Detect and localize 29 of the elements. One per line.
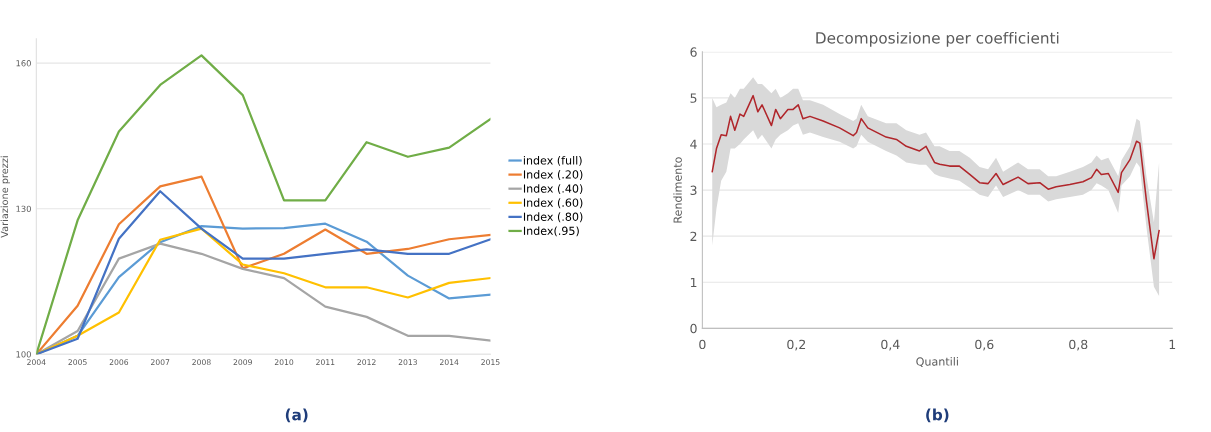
legend-label: Index (.40) (523, 184, 583, 195)
x-tick-label: 0,2 (787, 339, 806, 351)
x-tick-label: 1 (1169, 339, 1176, 349)
y-axis-title: Variazione prezzi (0, 156, 11, 238)
chart-title: Decomposizione per coefficienti (816, 31, 1059, 47)
y-tick-label: 3 (690, 185, 697, 196)
legend-label: Index (.80) (523, 212, 583, 223)
y-tick-label: 5 (690, 93, 697, 103)
text: (b) (926, 408, 949, 423)
y-tick-label: 1 (690, 277, 697, 287)
legend-label: Index(.95) (523, 226, 579, 237)
y-tick-label: 2 (690, 231, 697, 241)
y-tick-label: 100 (16, 351, 31, 358)
x-axis-title: Quantili (916, 357, 958, 367)
y-tick-label: 0 (690, 323, 697, 334)
y-tick-label: 4 (690, 139, 697, 149)
x-tick-label: 0,6 (975, 339, 994, 351)
y-tick-label: 160 (16, 60, 31, 67)
text: (a) (285, 408, 308, 423)
x-tick-label: 0,4 (881, 339, 900, 351)
line-series (711, 94, 1160, 260)
x-tick-label: 0 (699, 339, 706, 350)
legend-label: Index (.60) (523, 198, 583, 209)
y-axis-title: Rendimento (673, 157, 682, 223)
y-tick-label: 6 (690, 47, 697, 57)
legend-label: Index (.20) (523, 170, 583, 180)
x-tick-label: 0,8 (1069, 339, 1088, 351)
legend-label: index (full) (523, 155, 582, 166)
y-tick-label: 130 (16, 205, 31, 212)
